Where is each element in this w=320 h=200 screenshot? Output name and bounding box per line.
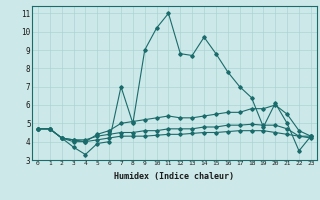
X-axis label: Humidex (Indice chaleur): Humidex (Indice chaleur) xyxy=(115,172,234,181)
